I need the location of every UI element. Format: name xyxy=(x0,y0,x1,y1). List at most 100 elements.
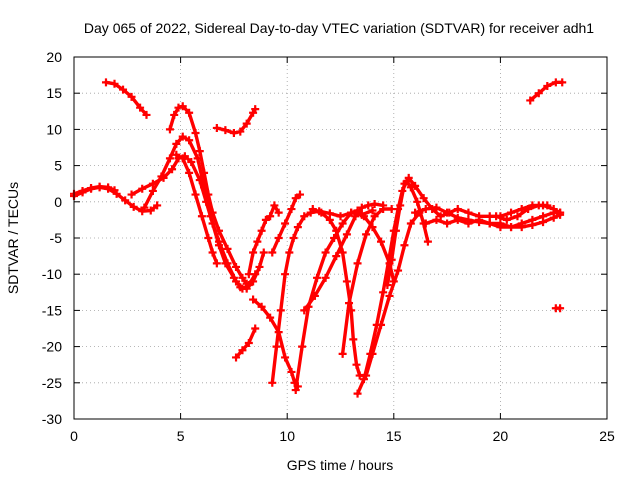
data-point xyxy=(443,219,452,228)
data-point xyxy=(485,219,494,228)
data-point xyxy=(168,165,177,174)
data-point xyxy=(281,270,290,279)
data-point xyxy=(274,234,283,242)
data-point xyxy=(517,223,526,232)
data-point xyxy=(556,304,565,313)
data-point xyxy=(396,201,405,210)
data-point xyxy=(244,338,253,347)
data-point xyxy=(325,215,334,224)
data-point xyxy=(377,237,386,246)
data-point xyxy=(507,208,516,217)
y-axis-label: SDTVAR / TECUs xyxy=(5,182,21,294)
y-tick-label: -10 xyxy=(42,266,62,282)
data-point xyxy=(204,190,213,199)
plot-frame xyxy=(73,56,608,420)
data-point xyxy=(110,79,119,88)
data-point xyxy=(464,215,473,224)
data-point xyxy=(257,226,266,235)
data-point xyxy=(136,103,145,112)
data-point xyxy=(208,248,217,257)
data-point xyxy=(400,241,409,250)
data-point xyxy=(436,212,445,221)
data-point xyxy=(238,284,247,293)
data-point xyxy=(191,129,200,138)
data-point xyxy=(443,208,452,217)
data-point xyxy=(281,219,290,228)
data-point xyxy=(513,212,522,221)
x-tick-label: 15 xyxy=(386,428,402,444)
data-point xyxy=(127,92,136,101)
data-point xyxy=(313,273,322,282)
data-point xyxy=(289,234,298,242)
series-line xyxy=(129,154,266,291)
data-point xyxy=(432,203,441,212)
data-point xyxy=(172,139,181,148)
data-point xyxy=(238,273,247,282)
data-point xyxy=(78,186,87,195)
data-point xyxy=(528,220,537,229)
series-line xyxy=(247,203,281,276)
data-point xyxy=(259,248,268,257)
data-point xyxy=(266,313,275,322)
data-point xyxy=(347,208,356,217)
data-point xyxy=(104,183,113,192)
data-point xyxy=(411,208,420,217)
data-point xyxy=(411,181,420,190)
data-point xyxy=(379,205,388,214)
data-point xyxy=(507,223,516,232)
data-point xyxy=(543,81,552,90)
data-point xyxy=(539,218,548,227)
data-point xyxy=(285,248,294,257)
data-point xyxy=(364,201,373,210)
data-point xyxy=(406,183,415,192)
data-point xyxy=(121,196,130,205)
data-point xyxy=(423,237,432,246)
data-point xyxy=(251,324,260,333)
y-tick-label: -5 xyxy=(50,230,63,246)
data-point xyxy=(142,110,151,119)
data-point xyxy=(534,201,543,210)
data-point xyxy=(157,172,166,181)
data-point xyxy=(223,259,232,268)
data-point xyxy=(300,306,309,315)
series-arc-9 xyxy=(232,324,260,362)
data-point xyxy=(524,205,533,214)
data-point xyxy=(251,105,260,114)
data-point xyxy=(185,136,194,145)
data-point xyxy=(549,213,558,222)
data-point xyxy=(174,103,183,112)
chart-title: Day 065 of 2022, Sidereal Day-to-day VTE… xyxy=(84,20,594,36)
data-point xyxy=(342,230,351,239)
data-point xyxy=(253,237,262,246)
data-point xyxy=(383,281,392,290)
series-arc-13 xyxy=(268,190,304,257)
data-point xyxy=(413,197,422,206)
data-point xyxy=(391,226,400,235)
x-tick-label: 5 xyxy=(177,428,185,444)
data-point xyxy=(232,277,241,286)
y-tick-label: -30 xyxy=(42,411,62,427)
data-point xyxy=(242,279,251,288)
data-point xyxy=(338,248,347,257)
series-arc-2 xyxy=(70,182,119,198)
data-point xyxy=(170,110,179,119)
data-point xyxy=(342,277,351,286)
data-point xyxy=(310,291,319,300)
data-point xyxy=(223,244,232,253)
x-tick-label: 10 xyxy=(279,428,295,444)
data-point xyxy=(300,212,309,221)
series-arc-8 xyxy=(212,105,260,138)
data-point xyxy=(349,335,358,344)
data-point xyxy=(268,248,277,257)
data-point xyxy=(165,125,174,134)
data-point xyxy=(406,219,415,228)
data-point xyxy=(187,157,196,166)
data-point xyxy=(138,184,147,193)
series-arc-6 xyxy=(172,150,221,268)
data-point xyxy=(453,205,462,214)
series-arc-11 xyxy=(249,295,302,391)
data-point xyxy=(281,353,290,362)
series-arc-7 xyxy=(101,78,151,119)
axis-ticks: 0 5 10 15 20 25 20 15 10 5 0 -5 -10 -15 -20 -25 -30 xyxy=(42,49,615,444)
